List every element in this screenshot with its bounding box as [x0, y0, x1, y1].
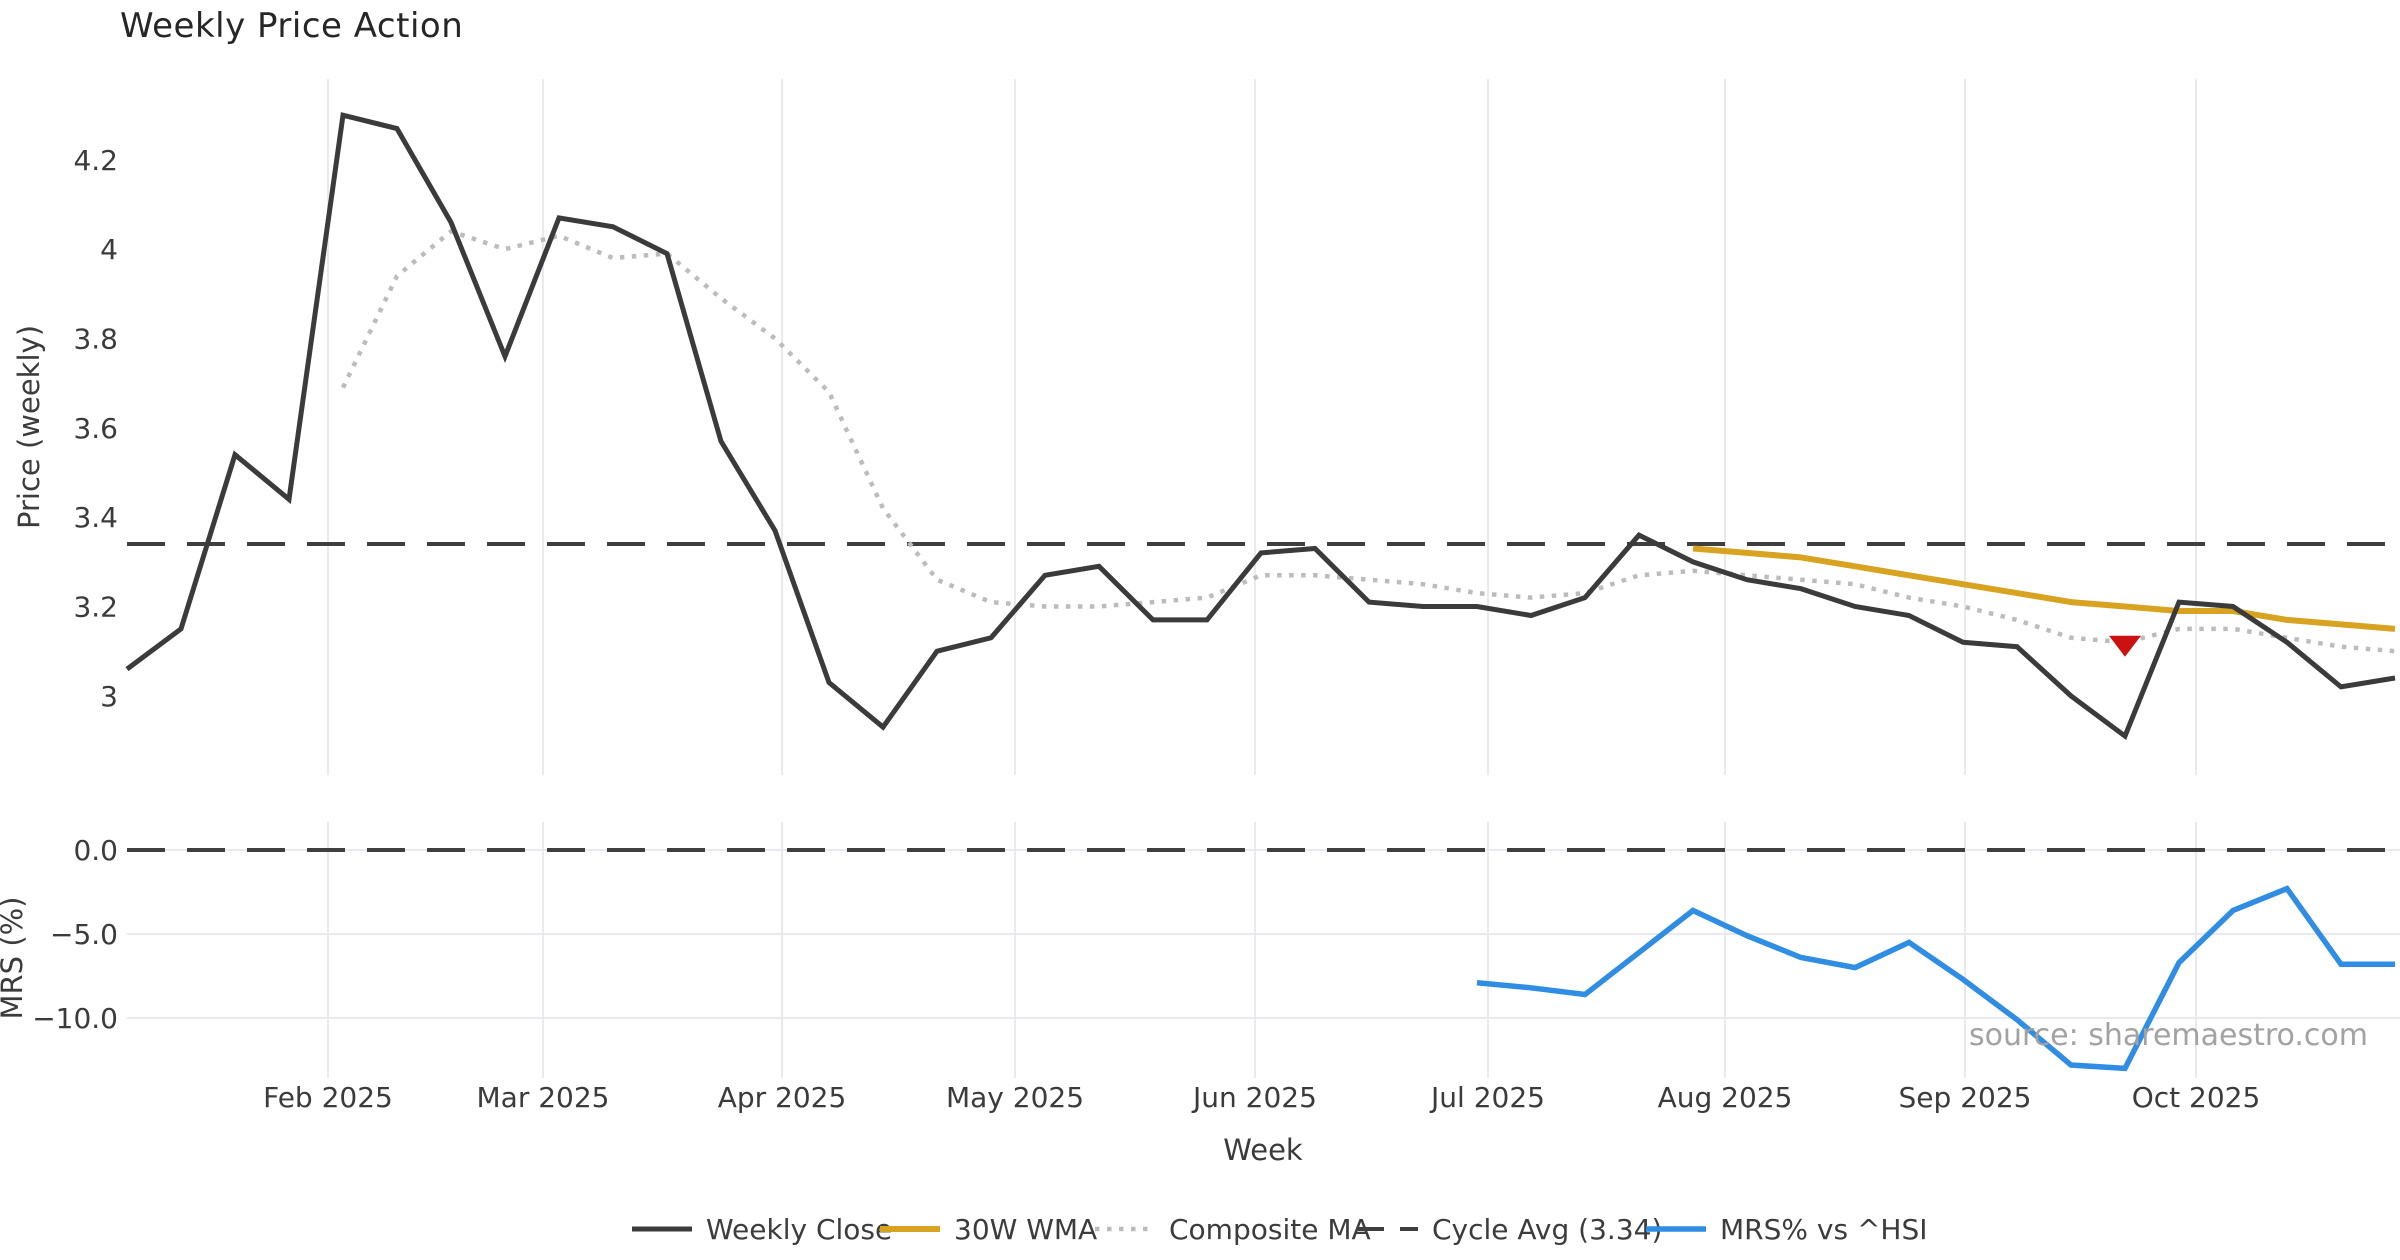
legend-item-label: MRS% vs ^HSI: [1720, 1213, 1928, 1246]
mrs-tick-labels: 0.0 −5.0 −10.0: [32, 834, 118, 1035]
source-credit: source: sharemaestro.com: [1969, 1018, 2368, 1053]
legend: Weekly Close 30W WMA Composite MA Cycle Avg…: [632, 1213, 1928, 1246]
month-tick-labels: Feb 2025 Mar 2025 Apr 2025 May 2025 Jun 2025…: [263, 1081, 2260, 1114]
mrs-axis-label: MRS (%): [0, 897, 29, 1020]
legend-item-label: 30W WMA: [954, 1213, 1097, 1246]
mrs-tick-label: 0.0: [73, 834, 118, 867]
price-tick-label: 4: [100, 233, 118, 266]
price-tick-labels: 4.2 4 3.8 3.6 3.4 3.2 3: [73, 144, 118, 713]
month-tick-label: Oct 2025: [2132, 1081, 2261, 1114]
sell-signal-triangle-icon: [2109, 635, 2141, 657]
month-tick-label: Jun 2025: [1191, 1081, 1317, 1114]
mrs-tick-label: −10.0: [32, 1002, 118, 1035]
price-tick-label: 3.8: [73, 323, 118, 356]
wma-line: [1692, 545, 2396, 632]
month-tick-label: May 2025: [946, 1081, 1084, 1114]
price-tick-label: 3.2: [73, 591, 118, 624]
price-tick-label: 4.2: [73, 144, 118, 177]
legend-item-label: Composite MA: [1169, 1213, 1371, 1246]
legend-item-label: Weekly Close: [706, 1213, 892, 1246]
month-tick-label: Jul 2025: [1429, 1081, 1545, 1114]
price-tick-label: 3.6: [73, 412, 118, 445]
month-tick-label: Sep 2025: [1899, 1081, 2032, 1114]
mrs-line: [1476, 885, 2395, 1072]
price-axis-label: Price (weekly): [12, 325, 46, 529]
x-axis-label: Week: [1223, 1133, 1303, 1167]
chart-title: Weekly Price Action: [120, 6, 464, 46]
month-tick-label: Apr 2025: [718, 1081, 847, 1114]
weekly-close-line: [125, 112, 2396, 741]
legend-item-label: Cycle Avg (3.34): [1432, 1213, 1662, 1246]
price-tick-label: 3.4: [73, 501, 118, 534]
price-tick-label: 3: [100, 680, 118, 713]
month-tick-label: Mar 2025: [477, 1081, 610, 1114]
price-panel-gridlines: [327, 79, 2197, 775]
mrs-tick-label: −5.0: [50, 918, 118, 951]
month-tick-label: Feb 2025: [263, 1081, 393, 1114]
month-tick-label: Aug 2025: [1658, 1081, 1793, 1114]
composite-ma-line: [340, 228, 2396, 654]
